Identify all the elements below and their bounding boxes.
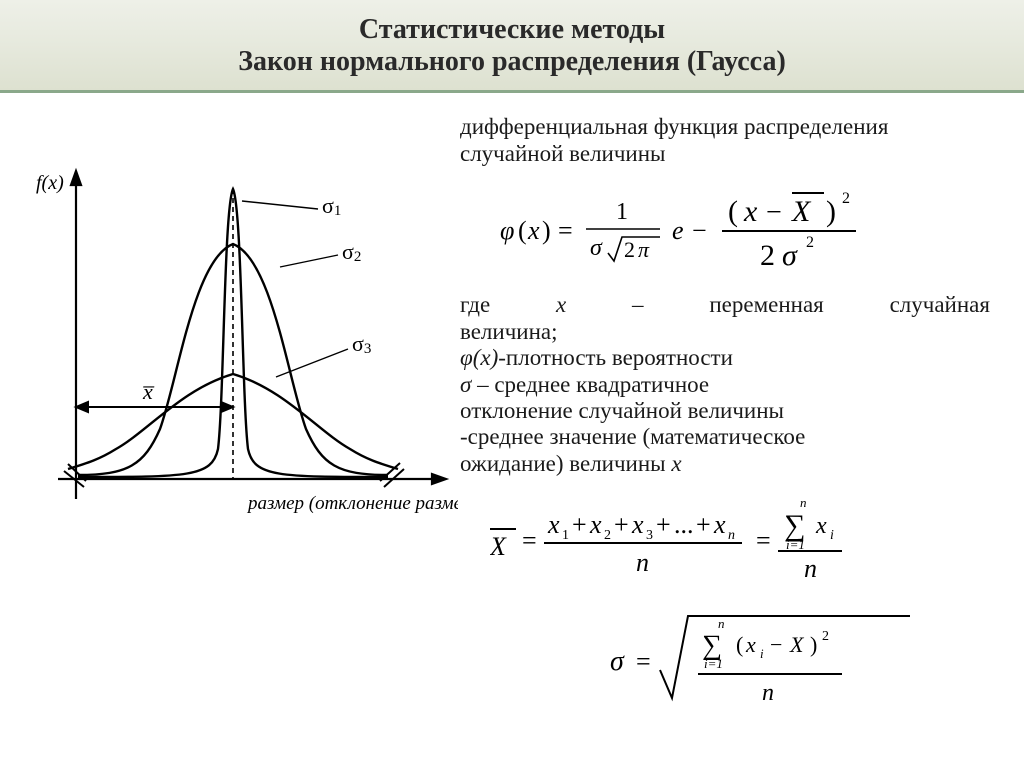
svg-text:x: x [713, 510, 726, 539]
svg-text:(: ( [728, 195, 738, 228]
where-2: величина; [460, 319, 990, 345]
title-line-1: Статистические методы [10, 14, 1014, 46]
title-line-2: Закон нормального распределения (Гаусса) [10, 46, 1014, 78]
content-area: f(x) размер (отклонение размера) x̅ [0, 93, 1024, 719]
svg-text:x: x [743, 195, 758, 228]
svg-text:n: n [718, 616, 725, 631]
curve-sigma2 [78, 244, 388, 475]
svg-text:2: 2 [822, 629, 829, 644]
svg-text:=: = [636, 647, 651, 676]
svg-text:1: 1 [562, 528, 569, 543]
svg-text:+: + [614, 510, 629, 539]
svg-text:−: − [770, 632, 782, 657]
where-3: φ(x)-плотность вероятности [460, 345, 990, 371]
svg-text:(: ( [518, 216, 527, 245]
formula-phi: φ ( x ) = 1 σ 2 π e − ( x − [500, 181, 990, 282]
svg-text:X: X [791, 195, 812, 228]
text-panel: дифференциальная функция распределения с… [460, 113, 1024, 719]
y-axis-label: f(x) [36, 172, 64, 194]
svg-text:x: x [589, 510, 602, 539]
svg-text:2: 2 [806, 234, 814, 251]
svg-text:n: n [728, 528, 735, 543]
description-text: дифференциальная функция распределения с… [460, 113, 990, 167]
gaussian-chart: f(x) размер (отклонение размера) x̅ [18, 149, 458, 549]
slide-header: Статистические методы Закон нормального … [0, 0, 1024, 93]
where-1c: – [632, 292, 644, 318]
svg-text:=: = [558, 216, 573, 245]
svg-text:i: i [760, 646, 764, 661]
svg-text:x: x [547, 510, 560, 539]
where-1a: где [460, 292, 490, 318]
chart-panel: f(x) размер (отклонение размера) x̅ [0, 113, 460, 719]
svg-text:φ: φ [500, 216, 514, 245]
svg-text:π: π [638, 237, 650, 262]
svg-text:...: ... [674, 510, 694, 539]
formula-mean: X = x1 + x2 + x3 + ... + xn n = [490, 493, 990, 590]
svg-text:n: n [800, 495, 807, 510]
svg-text:): ) [826, 195, 836, 228]
svg-text:): ) [542, 216, 551, 245]
xbar-arrow [76, 397, 233, 417]
x-axis-label: размер (отклонение размера) [246, 493, 458, 514]
xbar-label: x̅ [142, 379, 155, 404]
svg-text:+: + [696, 510, 711, 539]
sigma3-label: σ3 [352, 331, 371, 357]
where-1b: x [556, 292, 566, 318]
svg-text:=: = [756, 526, 771, 555]
svg-text:): ) [810, 632, 817, 657]
svg-text:+: + [572, 510, 587, 539]
sigma1-label: σ1 [322, 193, 341, 219]
svg-text:1: 1 [616, 199, 628, 225]
svg-text:x: x [815, 513, 827, 539]
svg-text:X: X [789, 632, 805, 657]
svg-text:2: 2 [624, 237, 635, 262]
svg-text:(: ( [736, 632, 743, 657]
svg-text:i=1: i=1 [704, 656, 723, 671]
svg-text:2: 2 [760, 239, 775, 272]
svg-text:=: = [522, 526, 537, 555]
where-7: ожидание) величины x [460, 451, 990, 477]
svg-text:i=1: i=1 [786, 537, 805, 552]
svg-text:−: − [766, 197, 782, 228]
svg-text:σ: σ [590, 235, 603, 261]
svg-text:x: x [527, 216, 540, 245]
svg-text:n: n [636, 548, 649, 577]
svg-text:n: n [804, 554, 817, 583]
svg-text:+: + [656, 510, 671, 539]
svg-text:3: 3 [646, 528, 653, 543]
where-1d: переменная [709, 292, 823, 318]
where-block: где x – переменная случайная величина; φ… [460, 292, 990, 477]
where-1e: случайная [890, 292, 990, 318]
svg-text:σ: σ [782, 239, 798, 272]
svg-text:x: x [745, 632, 756, 657]
svg-text:e: e [672, 216, 684, 245]
svg-text:σ: σ [610, 646, 625, 677]
where-4: σ – среднее квадратичное [460, 372, 990, 398]
svg-text:n: n [762, 680, 774, 706]
svg-text:−: − [692, 216, 707, 245]
svg-text:2: 2 [604, 528, 611, 543]
where-5: отклонение случайной величины [460, 398, 990, 424]
formula-sigma: σ = n ∑ i=1 ( x i − X ) 2 n [610, 604, 990, 719]
where-6: -среднее значение (математическое [460, 424, 990, 450]
svg-text:i: i [830, 528, 834, 543]
svg-text:X: X [490, 532, 507, 561]
svg-text:2: 2 [842, 190, 850, 207]
sigma2-label: σ2 [342, 239, 361, 265]
svg-text:x: x [631, 510, 644, 539]
